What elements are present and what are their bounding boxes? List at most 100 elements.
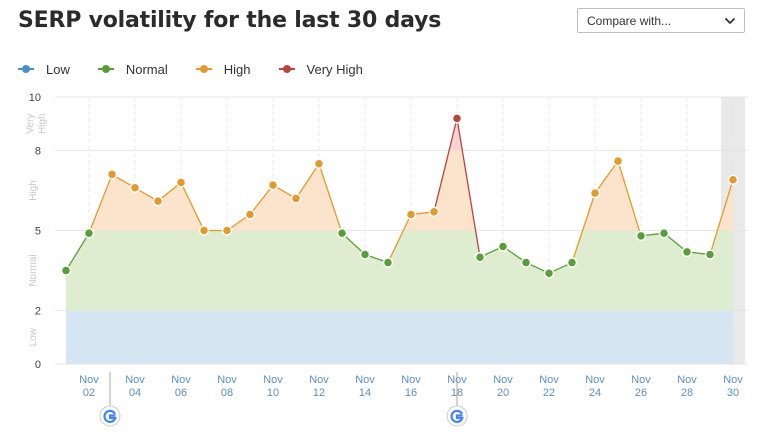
band-label-high: High — [37, 113, 48, 134]
series-line-segment — [180, 182, 205, 231]
data-point-nov-17[interactable] — [428, 206, 440, 218]
series-line-segment — [617, 160, 642, 237]
series-line-segment — [88, 174, 113, 234]
series-line-segment — [709, 179, 734, 255]
x-tick-label-month: Nov — [309, 374, 329, 386]
data-point-nov-05[interactable] — [152, 195, 164, 207]
legend-label: Normal — [125, 61, 168, 77]
series-line-segment — [433, 118, 458, 212]
x-tick-label-month: Nov — [355, 374, 375, 386]
series-line-segment — [318, 163, 343, 234]
data-point-nov-03[interactable] — [106, 169, 118, 180]
x-tick-label-day: 22 — [543, 387, 555, 399]
legend-item-low[interactable]: Low — [18, 62, 70, 77]
x-tick-label-day: 30 — [727, 387, 739, 399]
x-tick-label-day: 06 — [175, 387, 187, 399]
compare-with-label: Compare with... — [587, 14, 672, 28]
data-point-nov-12[interactable] — [313, 158, 325, 169]
data-point-nov-30[interactable] — [727, 174, 739, 186]
y-tick-label: 8 — [35, 145, 41, 157]
x-tick-label-day: 24 — [589, 387, 601, 399]
x-tick-label-month: Nov — [401, 374, 421, 386]
x-tick-label-month: Nov — [539, 374, 559, 386]
legend-item-normal[interactable]: Normal — [97, 61, 168, 77]
data-point-nov-15[interactable] — [382, 257, 394, 268]
series-line-segment — [295, 163, 320, 199]
y-tick-label: 10 — [29, 92, 41, 104]
data-point-nov-08[interactable] — [221, 225, 233, 236]
google-icon — [103, 409, 117, 423]
series-line-segment — [387, 214, 412, 263]
x-tick-label-month: Nov — [171, 374, 191, 386]
data-point-nov-26[interactable] — [635, 230, 647, 242]
band-label-normal: Normal — [28, 254, 39, 286]
band-label-high: High — [28, 180, 39, 201]
data-point-nov-27[interactable] — [658, 227, 670, 239]
x-tick-label-month: Nov — [677, 374, 697, 386]
x-tick-label-month: Nov — [263, 374, 283, 386]
x-tick-label-month: Nov — [217, 374, 237, 386]
y-tick-label: 2 — [35, 306, 41, 318]
compare-with-dropdown[interactable]: Compare with... — [577, 8, 745, 33]
x-tick-label-month: Nov — [723, 374, 743, 386]
series-line-segment — [571, 192, 596, 263]
x-tick-label-day: 26 — [635, 387, 647, 399]
legend-swatch — [18, 65, 34, 73]
data-point-nov-24[interactable] — [589, 187, 601, 199]
data-point-nov-06[interactable] — [175, 177, 187, 188]
data-point-nov-11[interactable] — [290, 193, 302, 204]
data-point-nov-25[interactable] — [612, 155, 624, 167]
page-title: SERP volatility for the last 30 days — [18, 8, 442, 33]
chevron-down-icon — [725, 18, 735, 24]
series-line-segment — [594, 160, 619, 194]
data-point-nov-28[interactable] — [681, 246, 693, 258]
data-point-nov-01[interactable] — [60, 265, 72, 276]
x-tick-label-day: 02 — [83, 387, 95, 399]
data-point-nov-04[interactable] — [129, 182, 141, 194]
x-tick-label-day: 04 — [129, 387, 141, 399]
legend-label: High — [223, 61, 251, 77]
data-point-nov-10[interactable] — [267, 179, 279, 191]
x-tick-label-day: 20 — [497, 387, 509, 399]
data-point-nov-09[interactable] — [244, 209, 256, 220]
data-point-nov-18[interactable] — [451, 113, 463, 124]
x-tick-label-month: Nov — [493, 374, 513, 386]
data-point-nov-19[interactable] — [474, 251, 486, 263]
data-point-nov-22[interactable] — [543, 267, 555, 279]
chart-legend: Low Normal High Very High — [18, 60, 391, 78]
x-tick-label-day: 28 — [681, 387, 693, 399]
x-tick-label-day: 12 — [313, 387, 325, 399]
area-fill-normal — [66, 230, 733, 311]
x-tick-label-day: 10 — [267, 387, 279, 399]
x-tick-label-day: 16 — [405, 387, 417, 399]
x-tick-label-month: Nov — [125, 374, 145, 386]
data-point-nov-23[interactable] — [566, 257, 578, 268]
series-line-segment — [249, 184, 274, 215]
x-tick-label-day: 14 — [359, 387, 371, 399]
data-point-nov-16[interactable] — [405, 209, 417, 220]
x-tick-label-month: Nov — [585, 374, 605, 386]
band-label-very: Very — [25, 114, 36, 134]
google-icon — [450, 409, 464, 423]
legend-item-very-high[interactable]: Very High — [278, 61, 363, 77]
y-tick-label: 5 — [35, 226, 41, 238]
legend-item-high[interactable]: High — [195, 61, 251, 77]
data-point-nov-07[interactable] — [198, 225, 210, 236]
data-point-nov-14[interactable] — [359, 249, 371, 260]
x-tick-label-day: 08 — [221, 387, 233, 399]
legend-swatch — [195, 65, 212, 73]
legend-swatch — [278, 65, 295, 73]
data-point-nov-20[interactable] — [497, 241, 509, 252]
x-tick-label-month: Nov — [79, 374, 99, 386]
data-point-nov-02[interactable] — [83, 227, 95, 239]
series-line-segment — [456, 118, 481, 258]
y-tick-label: 0 — [35, 359, 41, 371]
x-tick-label-month: Nov — [631, 374, 651, 386]
legend-label: Very High — [306, 61, 363, 77]
data-point-nov-21[interactable] — [520, 257, 532, 268]
area-fill-low — [66, 310, 733, 364]
data-point-nov-13[interactable] — [336, 227, 348, 239]
data-point-nov-29[interactable] — [704, 249, 716, 260]
legend-label: Low — [46, 61, 70, 77]
